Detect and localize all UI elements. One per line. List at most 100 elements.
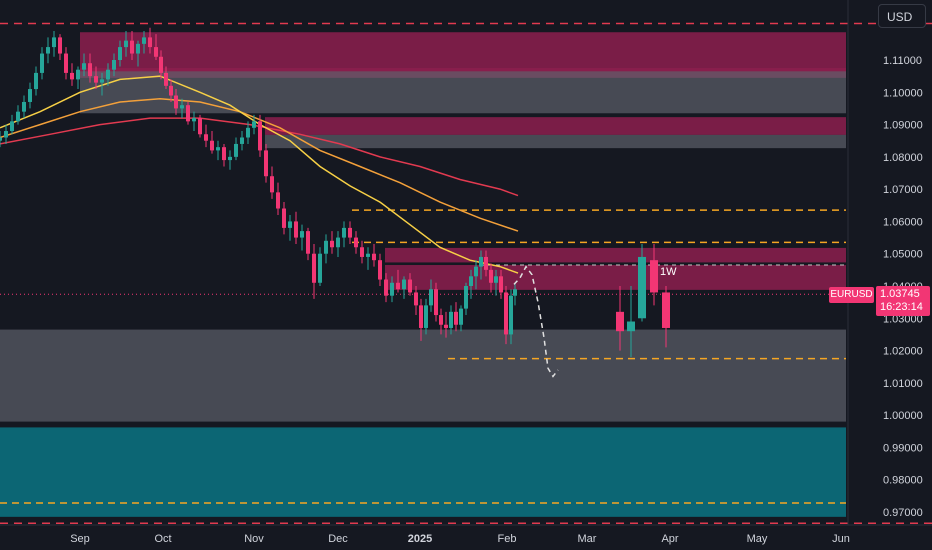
daily-candle: [210, 140, 214, 151]
daily-candle: [318, 253, 322, 283]
daily-candle: [100, 79, 104, 83]
daily-candle: [22, 101, 26, 112]
y-tick-label: 1.09000: [883, 120, 923, 132]
daily-candle: [118, 47, 122, 60]
last-price-value: 1.03745: [880, 288, 920, 300]
daily-candle: [366, 253, 370, 257]
daily-candle: [499, 276, 503, 293]
daily-candle: [154, 47, 158, 57]
daily-candle: [130, 40, 134, 54]
x-tick-label: May: [747, 533, 768, 545]
daily-candle: [46, 47, 50, 54]
daily-candle: [402, 279, 406, 290]
ma-fast-line: [0, 75, 519, 274]
last-price-tag: 1.03745 16:23:14: [876, 286, 930, 316]
y-tick-label: 1.08000: [883, 152, 923, 164]
daily-candle: [148, 37, 152, 48]
x-tick-label: Feb: [498, 533, 517, 545]
daily-candle: [479, 256, 483, 267]
daily-candle: [509, 295, 513, 335]
daily-candle: [64, 53, 68, 73]
x-tick-label: Mar: [578, 533, 597, 545]
daily-candle: [76, 69, 80, 80]
daily-candle: [414, 292, 418, 306]
daily-candle: [246, 127, 250, 138]
daily-candle: [336, 237, 340, 248]
demand-zone: [265, 134, 846, 149]
supply-zone: [385, 265, 846, 290]
daily-candle: [306, 231, 310, 254]
weekly-candle: [627, 321, 635, 332]
supply-zone: [385, 247, 846, 263]
daily-candle: [390, 282, 394, 296]
x-tick-label: Oct: [154, 533, 171, 545]
daily-candle: [198, 118, 202, 135]
daily-candle: [4, 131, 8, 138]
daily-candle: [169, 85, 173, 96]
daily-candle: [186, 105, 190, 122]
daily-candle: [52, 37, 56, 48]
y-tick-label: 0.98000: [883, 475, 923, 487]
daily-candle: [112, 60, 116, 70]
y-tick-label: 1.01000: [883, 378, 923, 390]
weekly-candle: [616, 311, 624, 332]
daily-candle: [58, 37, 62, 54]
x-tick-label: 2025: [408, 533, 432, 545]
daily-candle: [396, 282, 400, 290]
daily-candle: [124, 40, 128, 48]
daily-candle: [419, 305, 423, 328]
x-tick-label: Apr: [661, 533, 678, 545]
daily-candle: [204, 134, 208, 141]
daily-candle: [489, 269, 493, 283]
daily-candle: [234, 143, 238, 157]
daily-candle: [106, 69, 110, 80]
timeframe-annotation: 1W: [660, 266, 677, 278]
daily-candle: [142, 37, 146, 44]
daily-candle: [94, 76, 98, 83]
daily-candle: [513, 289, 517, 296]
daily-candle: [40, 53, 44, 73]
projection-path: [513, 265, 559, 378]
y-tick-label: 1.11000: [883, 55, 922, 67]
daily-candle: [264, 150, 268, 177]
daily-candle: [228, 156, 232, 161]
daily-candle: [444, 324, 448, 328]
daily-candle: [474, 266, 478, 277]
daily-candle: [70, 72, 74, 80]
x-tick-label: Jun: [832, 533, 850, 545]
daily-candle: [469, 276, 473, 286]
daily-candle: [180, 105, 184, 109]
daily-candle: [0, 137, 2, 141]
daily-candle: [34, 72, 38, 90]
x-tick-label: Dec: [328, 533, 348, 545]
daily-candle: [378, 260, 382, 280]
deep-zone: [0, 427, 846, 517]
currency-selector-button[interactable]: USD: [878, 4, 926, 28]
daily-candle: [434, 289, 438, 316]
daily-candle: [459, 308, 463, 325]
daily-candle: [16, 111, 20, 122]
y-tick-label: 1.05000: [883, 249, 923, 261]
y-tick-label: 0.97000: [883, 507, 923, 519]
daily-candle: [348, 227, 352, 238]
y-tick-label: 1.06000: [883, 216, 923, 228]
daily-candle: [222, 147, 226, 161]
daily-candle: [449, 311, 453, 328]
daily-candle: [429, 289, 433, 306]
daily-candle: [408, 279, 412, 293]
y-tick-label: 1.02000: [883, 346, 923, 358]
daily-candle: [164, 72, 168, 86]
y-tick-label: 1.10000: [883, 87, 923, 99]
daily-candle: [312, 253, 316, 283]
daily-candle: [504, 292, 508, 335]
x-tick-label: Nov: [244, 533, 264, 545]
daily-candle: [300, 231, 304, 238]
daily-candle: [424, 305, 428, 328]
weekly-candle: [638, 256, 646, 319]
x-tick-label: Sep: [70, 533, 90, 545]
daily-candle: [354, 237, 358, 248]
daily-candle: [342, 227, 346, 238]
daily-candle: [464, 286, 468, 309]
daily-candle: [192, 118, 196, 122]
